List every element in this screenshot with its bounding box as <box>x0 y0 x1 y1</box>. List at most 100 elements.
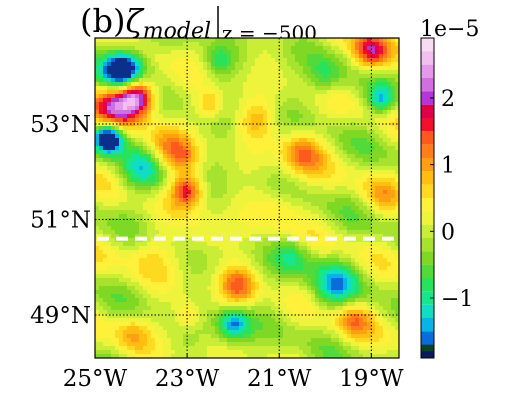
heatmap-cell <box>391 222 396 227</box>
heatmap-cell <box>199 38 204 43</box>
heatmap-cell <box>223 198 228 203</box>
heatmap-cell <box>255 146 260 151</box>
heatmap-cell <box>159 114 164 119</box>
heatmap-cell <box>287 262 292 267</box>
heatmap-cell <box>267 278 272 283</box>
heatmap-cell <box>175 262 180 267</box>
heatmap-cell <box>351 274 356 279</box>
heatmap-cell <box>323 246 328 251</box>
heatmap-cell <box>395 254 399 259</box>
heatmap-cell <box>371 226 376 231</box>
heatmap-cell <box>191 66 196 71</box>
heatmap-cell <box>367 270 372 275</box>
heatmap-cell <box>187 286 192 291</box>
heatmap-cell <box>107 242 112 247</box>
heatmap-cell <box>287 294 292 299</box>
heatmap-cell <box>263 62 268 67</box>
heatmap-cell <box>207 266 212 271</box>
heatmap-cell <box>287 102 292 107</box>
heatmap-cell <box>311 102 316 107</box>
heatmap-cell <box>235 170 240 175</box>
heatmap-cell <box>103 266 108 271</box>
heatmap-cell <box>339 110 344 115</box>
heatmap-cell <box>383 162 388 167</box>
heatmap-cell <box>99 286 104 291</box>
heatmap-cell <box>335 110 340 115</box>
heatmap-cell <box>295 110 300 115</box>
heatmap-cell <box>295 270 300 275</box>
heatmap-cell <box>351 214 356 219</box>
heatmap-cell <box>159 150 164 155</box>
heatmap-cell <box>219 258 224 263</box>
heatmap-cell <box>115 206 120 211</box>
heatmap-cell <box>179 194 184 199</box>
heatmap-cell <box>283 114 288 119</box>
heatmap-cell <box>335 178 340 183</box>
heatmap-cell <box>175 250 180 255</box>
heatmap-cell <box>203 46 208 51</box>
heatmap-cell <box>155 142 160 147</box>
heatmap-cell <box>355 94 360 99</box>
heatmap-cell <box>355 130 360 135</box>
heatmap-cell <box>295 126 300 131</box>
heatmap-cell <box>179 174 184 179</box>
heatmap-cell <box>119 102 124 107</box>
heatmap-cell <box>167 138 172 143</box>
heatmap-cell <box>383 246 388 251</box>
heatmap-cell <box>103 254 108 259</box>
heatmap-cell <box>375 190 380 195</box>
heatmap-cell <box>347 274 352 279</box>
heatmap-cell <box>115 274 120 279</box>
heatmap-cell <box>327 82 332 87</box>
heatmap-cell <box>239 222 244 227</box>
heatmap-cell <box>323 278 328 283</box>
heatmap-cell <box>323 126 328 131</box>
heatmap-cell <box>235 162 240 167</box>
heatmap-cell <box>247 38 252 43</box>
heatmap-cell <box>315 78 320 83</box>
heatmap-cell <box>239 242 244 247</box>
heatmap-cell <box>395 166 399 171</box>
heatmap-cell <box>331 214 336 219</box>
heatmap-cell <box>311 222 316 227</box>
heatmap-cell <box>363 142 368 147</box>
heatmap-cell <box>275 70 280 75</box>
heatmap-cell <box>215 278 220 283</box>
heatmap-cell <box>119 70 124 75</box>
heatmap-cell <box>367 50 372 55</box>
heatmap-cell <box>131 182 136 187</box>
heatmap-cell <box>271 70 276 75</box>
heatmap-cell <box>299 98 304 103</box>
heatmap-cell <box>395 110 399 115</box>
heatmap-cell <box>119 50 124 55</box>
heatmap-cell <box>255 106 260 111</box>
heatmap-cell <box>247 154 252 159</box>
heatmap-cell <box>147 70 152 75</box>
heatmap-cell <box>175 70 180 75</box>
heatmap-cell <box>203 222 208 227</box>
heatmap-cell <box>211 50 216 55</box>
heatmap-cell <box>211 42 216 47</box>
heatmap-cell <box>191 214 196 219</box>
heatmap-cell <box>303 134 308 139</box>
heatmap-cell <box>111 186 116 191</box>
heatmap-cell <box>111 50 116 55</box>
heatmap-cell <box>259 238 264 243</box>
heatmap-cell <box>279 270 284 275</box>
heatmap-cell <box>167 166 172 171</box>
heatmap-cell <box>319 150 324 155</box>
heatmap-cell <box>371 98 376 103</box>
heatmap-cell <box>107 190 112 195</box>
heatmap-cell <box>263 290 268 295</box>
heatmap-cell <box>323 66 328 71</box>
heatmap-cell <box>239 114 244 119</box>
heatmap-cell <box>155 38 160 43</box>
heatmap-cell <box>243 126 248 131</box>
heatmap-cell <box>291 198 296 203</box>
heatmap-cell <box>211 134 216 139</box>
heatmap-cell <box>251 106 256 111</box>
heatmap-cell <box>211 54 216 59</box>
heatmap-cell <box>231 130 236 135</box>
heatmap-cell <box>195 254 200 259</box>
heatmap-cell <box>387 110 392 115</box>
